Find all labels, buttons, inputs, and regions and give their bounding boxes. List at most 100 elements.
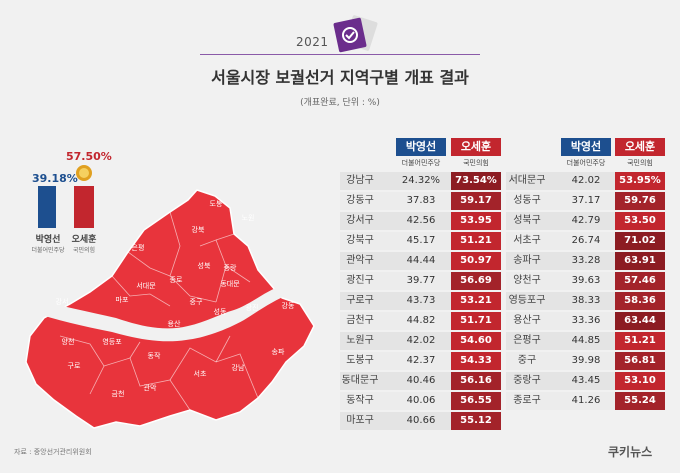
park-value: 40.46 xyxy=(406,375,436,386)
district-name: 서대문구 xyxy=(508,175,546,186)
source-note: 자료 : 중앙선거관리위원회 xyxy=(14,448,92,456)
district-name: 동작구 xyxy=(346,395,374,406)
map-label-6: 중랑 xyxy=(224,264,237,272)
oh-value: 56.69 xyxy=(451,272,501,290)
park-value: 33.36 xyxy=(571,315,601,326)
district-name: 송파구 xyxy=(513,255,541,266)
park-party-left: 더불어민주당 xyxy=(401,159,441,167)
oh-legend-name: 오세훈 xyxy=(71,235,97,245)
oh-value: 53.50 xyxy=(615,212,665,230)
district-name: 중구 xyxy=(517,355,537,366)
park-value: 38.33 xyxy=(571,295,601,306)
map-label-23: 강남 xyxy=(232,363,245,372)
park-overall-bar xyxy=(38,186,56,228)
oh-value: 53.10 xyxy=(615,372,665,390)
district-name: 성동구 xyxy=(513,195,541,206)
publisher-logo: 쿠키뉴스 xyxy=(608,445,653,459)
park-value: 40.66 xyxy=(406,415,436,426)
oh-value: 58.36 xyxy=(615,292,665,310)
district-name: 관악구 xyxy=(346,255,374,266)
map-label-20: 송파 xyxy=(272,347,285,356)
district-name: 금천구 xyxy=(346,315,374,326)
park-value: 42.02 xyxy=(406,335,436,346)
map-label-11: 중구 xyxy=(190,298,203,306)
results-table-left: 강남구 24.32% 73.54% 강동구 37.83 59.17 강서구 42.56 53.9… xyxy=(340,172,505,432)
park-value: 42.02 xyxy=(571,175,601,186)
district-name: 영등포구 xyxy=(508,295,546,306)
park-value: 44.85 xyxy=(571,335,601,346)
park-value: 37.17 xyxy=(571,195,601,206)
park-legend-name: 박영선 xyxy=(35,235,61,245)
map-label-4: 은평 xyxy=(132,243,145,252)
district-name: 은평구 xyxy=(513,335,541,346)
map-label-10: 마포 xyxy=(116,295,129,304)
map-label-5: 성북 xyxy=(198,261,211,270)
district-name: 구로구 xyxy=(346,295,374,306)
ballot-icon xyxy=(330,14,378,56)
oh-value: 63.91 xyxy=(615,252,665,270)
park-value: 26.74 xyxy=(571,235,601,246)
district-name: 마포구 xyxy=(346,415,374,426)
park-value: 42.79 xyxy=(571,215,601,226)
oh-value: 56.16 xyxy=(451,372,501,390)
oh-value: 55.24 xyxy=(615,392,665,410)
oh-value: 51.21 xyxy=(615,332,665,350)
park-value: 37.83 xyxy=(406,195,436,206)
map-label-19: 동작 xyxy=(148,351,161,360)
oh-value: 55.12 xyxy=(451,412,501,430)
map-label-24: 금천 xyxy=(112,389,125,398)
oh-value: 63.44 xyxy=(615,312,665,330)
map-label-22: 서초 xyxy=(194,369,207,378)
map-label-18: 영등포 xyxy=(102,337,122,346)
oh-value: 53.95% xyxy=(615,172,665,190)
oh-value: 50.97 xyxy=(451,252,501,270)
map-label-8: 서대문 xyxy=(136,281,156,290)
map-label-7: 종로 xyxy=(170,276,183,284)
map-outline xyxy=(25,189,315,429)
district-name: 강서구 xyxy=(346,215,374,226)
oh-overall-bar xyxy=(74,186,94,228)
park-value: 44.82 xyxy=(406,315,436,326)
map-label-15: 강동 xyxy=(282,301,295,310)
park-value: 45.17 xyxy=(406,235,436,246)
oh-value: 54.60 xyxy=(451,332,501,350)
park-value: 39.63 xyxy=(571,275,601,286)
map-label-14: 용산 xyxy=(168,319,181,328)
oh-party-left: 국민의힘 xyxy=(463,159,489,167)
district-name: 강남구 xyxy=(346,175,374,186)
oh-value: 53.95 xyxy=(451,212,501,230)
map-label-1: 도봉 xyxy=(210,200,223,208)
oh-party-right: 국민의힘 xyxy=(627,159,653,167)
oh-value: 57.46 xyxy=(615,272,665,290)
map-label-25: 관악 xyxy=(144,383,157,392)
district-name: 강북구 xyxy=(346,235,374,246)
park-header-right: 박영선 xyxy=(561,138,611,156)
district-name: 양천구 xyxy=(513,275,541,286)
han-river xyxy=(30,286,290,342)
park-value: 42.56 xyxy=(406,215,436,226)
map-label-2: 노원 xyxy=(242,213,255,222)
park-value: 39.98 xyxy=(571,355,601,366)
oh-value: 71.02 xyxy=(615,232,665,250)
district-name: 도봉구 xyxy=(346,355,374,366)
park-value: 44.44 xyxy=(406,255,436,266)
district-name: 용산구 xyxy=(513,315,541,326)
park-party-right: 더불어민주당 xyxy=(566,159,606,167)
year-label: 2021 xyxy=(296,35,329,49)
district-name: 중랑구 xyxy=(513,375,541,386)
oh-medal-icon xyxy=(75,163,93,183)
map-label-9: 동대문 xyxy=(220,280,240,288)
park-value: 43.73 xyxy=(406,295,436,306)
park-header-left: 박영선 xyxy=(396,138,446,156)
park-value: 42.37 xyxy=(406,355,436,366)
district-name: 서초구 xyxy=(513,235,541,246)
page-title: 서울시장 보궐선거 지역구별 개표 결과 xyxy=(211,68,469,87)
district-name: 종로구 xyxy=(513,395,541,406)
district-name: 강동구 xyxy=(346,195,374,206)
oh-legend-party: 국민의힘 xyxy=(72,247,96,254)
oh-value: 56.55 xyxy=(451,392,501,410)
map-label-3: 강북 xyxy=(192,225,205,234)
oh-value: 53.21 xyxy=(451,292,501,310)
oh-value: 59.17 xyxy=(451,192,501,210)
